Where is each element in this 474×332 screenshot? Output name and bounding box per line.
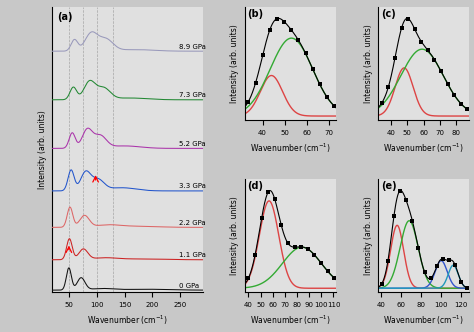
- Point: [421, 269, 428, 275]
- Text: (b): (b): [247, 9, 264, 19]
- Y-axis label: Intensity (arb. units): Intensity (arb. units): [230, 196, 239, 275]
- Point: [378, 100, 385, 106]
- Point: [450, 92, 458, 98]
- Y-axis label: Intensity (arb. units): Intensity (arb. units): [37, 110, 46, 189]
- Point: [316, 82, 324, 87]
- Point: [280, 19, 288, 24]
- X-axis label: Wavenumber (cm$^{-1}$): Wavenumber (cm$^{-1}$): [250, 141, 331, 155]
- Text: 7.3 GPa: 7.3 GPa: [179, 92, 206, 98]
- Point: [264, 190, 272, 195]
- Point: [251, 253, 259, 258]
- Point: [464, 285, 471, 290]
- Point: [409, 218, 416, 223]
- Point: [431, 57, 438, 62]
- Point: [330, 103, 338, 109]
- Point: [396, 188, 404, 194]
- Text: (e): (e): [381, 181, 396, 191]
- Point: [445, 258, 453, 263]
- Point: [438, 69, 445, 74]
- Point: [415, 246, 422, 251]
- Point: [384, 259, 392, 264]
- Point: [309, 66, 317, 72]
- Point: [302, 50, 310, 56]
- Point: [427, 276, 435, 281]
- Point: [404, 16, 412, 21]
- Text: (d): (d): [247, 181, 264, 191]
- Point: [451, 262, 459, 268]
- Point: [433, 264, 441, 269]
- Point: [287, 27, 295, 33]
- Y-axis label: Intensity (arb. units): Intensity (arb. units): [364, 24, 373, 103]
- Point: [245, 276, 252, 281]
- Point: [330, 275, 338, 281]
- Point: [273, 16, 281, 21]
- Y-axis label: Intensity (arb. units): Intensity (arb. units): [230, 24, 239, 103]
- Point: [304, 246, 311, 252]
- Point: [284, 241, 292, 246]
- Text: (a): (a): [57, 12, 72, 22]
- Point: [390, 213, 398, 218]
- Point: [378, 281, 385, 287]
- Point: [411, 27, 419, 32]
- Text: 3.3 GPa: 3.3 GPa: [179, 184, 206, 190]
- Text: (c): (c): [381, 9, 396, 19]
- Point: [295, 38, 302, 43]
- Point: [439, 256, 447, 262]
- Point: [278, 223, 285, 228]
- Point: [271, 197, 279, 202]
- Y-axis label: Intensity (arb. units): Intensity (arb. units): [364, 196, 373, 275]
- Point: [444, 81, 451, 87]
- Text: 1.1 GPa: 1.1 GPa: [179, 252, 206, 258]
- Point: [402, 198, 410, 203]
- Point: [391, 56, 399, 61]
- Point: [424, 47, 432, 53]
- Point: [266, 27, 273, 33]
- Text: 8.9 GPa: 8.9 GPa: [179, 44, 206, 50]
- Point: [324, 268, 331, 274]
- Point: [291, 245, 298, 250]
- Point: [323, 94, 331, 100]
- Point: [297, 244, 305, 249]
- Text: 2.2 GPa: 2.2 GPa: [179, 220, 206, 226]
- Point: [259, 53, 266, 58]
- Point: [252, 80, 259, 86]
- Point: [258, 216, 265, 221]
- Text: 0 GPa: 0 GPa: [179, 283, 199, 289]
- Point: [384, 84, 392, 90]
- Point: [310, 252, 318, 257]
- Point: [245, 99, 252, 104]
- Point: [457, 279, 465, 285]
- X-axis label: Wavenumber (cm$^{-1}$): Wavenumber (cm$^{-1}$): [87, 313, 168, 327]
- Text: 5.2 GPa: 5.2 GPa: [179, 141, 206, 147]
- Point: [418, 39, 425, 44]
- Point: [398, 26, 405, 31]
- Point: [457, 101, 465, 106]
- Point: [317, 260, 325, 266]
- X-axis label: Wavenumber (cm$^{-1}$): Wavenumber (cm$^{-1}$): [383, 313, 464, 327]
- X-axis label: Wavenumber (cm$^{-1}$): Wavenumber (cm$^{-1}$): [250, 313, 331, 327]
- Point: [464, 107, 471, 112]
- X-axis label: Wavenumber (cm$^{-1}$): Wavenumber (cm$^{-1}$): [383, 141, 464, 155]
